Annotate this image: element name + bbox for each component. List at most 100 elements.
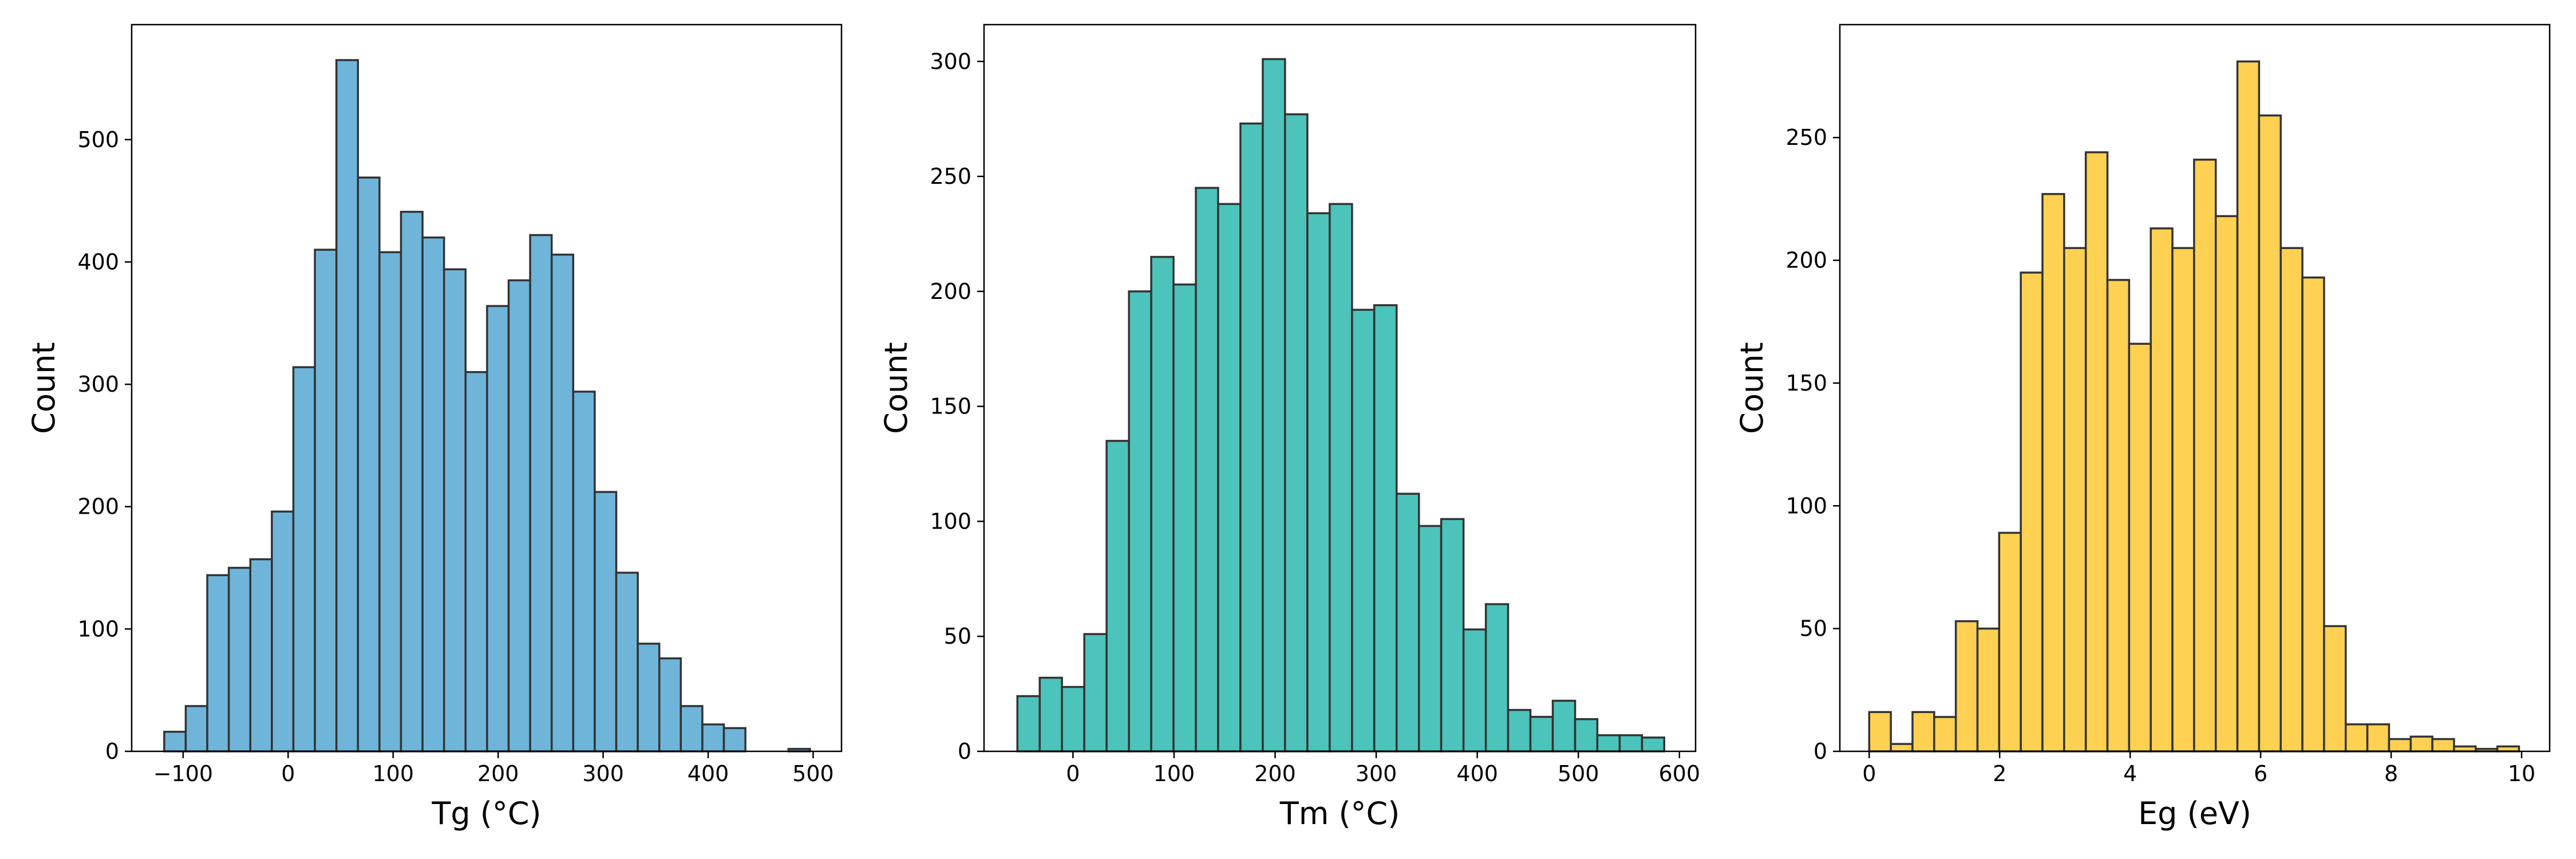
bar [2366,723,2391,752]
bar [1596,734,1621,752]
x-tick-label: 600 [1658,761,1700,786]
bar [722,727,746,752]
bar [2344,723,2369,752]
y-tick-label: 150 [930,394,971,419]
bar [701,723,725,752]
bar [1933,716,1957,752]
bar [2128,342,2152,752]
bar [507,279,531,752]
bar [378,251,402,752]
bar [679,705,704,752]
bar [2084,151,2109,752]
bar [1417,525,1443,752]
y-tick-label: 0 [105,739,119,764]
axes-frame [1839,23,2551,752]
bar [2496,745,2520,752]
x-axis-label: Tg (°C) [431,795,541,832]
x-tick-label: 0 [281,761,295,786]
x-tick-label: 200 [477,761,519,786]
axes-frame [983,23,1697,752]
bar [2063,247,2087,752]
bar [1016,695,1041,752]
bar [1217,203,1242,752]
bar [1284,113,1309,752]
bar [1890,743,1914,752]
bar [335,59,359,752]
bar [2193,159,2217,752]
bar [206,574,230,752]
bar [1954,620,1979,752]
bar [658,657,682,752]
bar [1529,716,1554,752]
bar [249,558,273,752]
bar [1083,633,1108,752]
bar [2409,735,2433,752]
bar [1507,708,1532,752]
bar [2388,738,2412,752]
bar [1150,255,1175,752]
bar [400,211,424,752]
y-axis-label: Count [878,342,914,434]
x-tick-label: 10 [2508,761,2535,786]
bar [1239,122,1264,752]
x-tick-label: 4 [2123,761,2137,786]
bar [1262,58,1286,752]
y-axis-label: Count [1734,342,1770,434]
y-tick-label: 0 [958,739,971,764]
bar [2323,625,2347,752]
x-tick-label: 400 [688,761,729,786]
bar [2279,247,2304,752]
y-tick-label: 250 [1785,125,1827,150]
bar [1038,676,1063,752]
x-tick-label: 400 [1456,761,1498,786]
x-tick-label: 500 [1558,761,1599,786]
y-tick-label: 50 [944,624,971,649]
y-tick-label: 200 [1785,248,1827,273]
y-tick-label: 200 [77,494,119,519]
bar [2431,738,2455,752]
x-tick-label: −100 [153,761,213,786]
bar [572,391,596,752]
bar [1105,440,1130,752]
bar [2236,60,2261,752]
bar [637,643,661,752]
bar [1868,711,1892,752]
x-tick-label: 300 [1356,761,1397,786]
bar [529,234,553,752]
bar [1395,492,1420,752]
bar [1329,203,1353,752]
bar [1976,627,2001,752]
bar [421,236,445,752]
x-tick-label: 100 [372,761,414,786]
bar [1306,212,1331,752]
bar [1440,518,1465,752]
x-tick-label: 500 [792,761,834,786]
x-axis-label: Eg (eV) [2138,795,2251,832]
y-tick-label: 200 [930,279,971,304]
bar [1618,734,1643,752]
x-tick-label: 200 [1254,761,1296,786]
y-tick-label: 400 [77,249,119,274]
y-axis-label: Count [26,342,62,434]
bar [314,249,338,752]
y-tick-label: 100 [77,616,119,641]
y-tick-label: 150 [1785,371,1827,396]
y-tick-label: 100 [930,509,971,534]
bar [1462,628,1487,752]
bar [594,491,618,752]
bar [1574,718,1599,752]
bar [1351,309,1376,752]
bar [464,371,488,752]
x-tick-label: 8 [2384,761,2398,786]
x-tick-label: 6 [2254,761,2267,786]
bar [1128,290,1152,752]
bar [2041,193,2065,752]
bar [184,705,208,752]
x-axis-label: Tm (°C) [1279,795,1400,832]
bar [163,731,187,752]
x-tick-label: 300 [582,761,624,786]
bar [1373,304,1398,752]
bar [1998,531,2022,752]
x-tick-label: 0 [1862,761,1876,786]
bar [2150,227,2174,752]
